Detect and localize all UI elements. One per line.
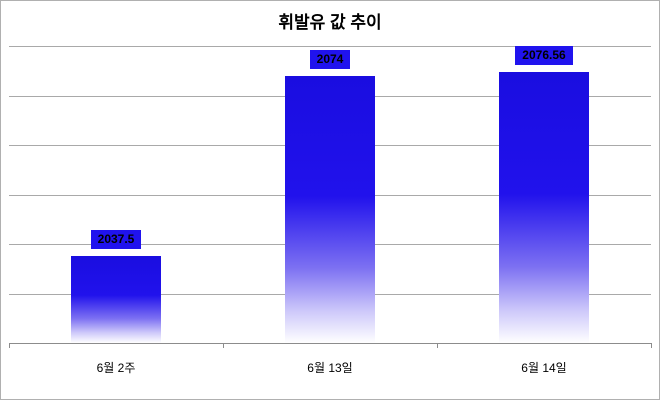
bars-container: 2037.5 2074 2076.56 bbox=[9, 46, 651, 343]
plot-area: 2037.5 2074 2076.56 bbox=[9, 46, 652, 348]
gridline bbox=[9, 46, 651, 47]
x-axis-category-label: 6월 2주 bbox=[96, 361, 136, 375]
bar-value-label: 2076.56 bbox=[515, 46, 573, 65]
axis-tick bbox=[437, 343, 438, 348]
axis-tick bbox=[9, 343, 10, 348]
bar-value-label: 2037.5 bbox=[90, 230, 142, 250]
chart-title: 휘발유 값 추이 bbox=[278, 13, 382, 32]
axis-tick bbox=[651, 343, 652, 348]
bar-slot: 2076.56 bbox=[437, 46, 651, 343]
axis-tick bbox=[223, 343, 224, 348]
bar-slot: 2037.5 bbox=[9, 46, 223, 343]
bar bbox=[285, 75, 375, 343]
bar bbox=[71, 256, 161, 343]
bar-slot: 2074 bbox=[223, 46, 437, 343]
bar-value-label: 2074 bbox=[309, 49, 351, 69]
x-axis-category-label: 6월 13일 bbox=[307, 361, 353, 375]
x-axis-labels: 6월 2주 6월 13일 6월 14일 bbox=[9, 353, 651, 376]
bar bbox=[499, 72, 589, 343]
x-axis-category-label: 6월 14일 bbox=[521, 361, 567, 375]
